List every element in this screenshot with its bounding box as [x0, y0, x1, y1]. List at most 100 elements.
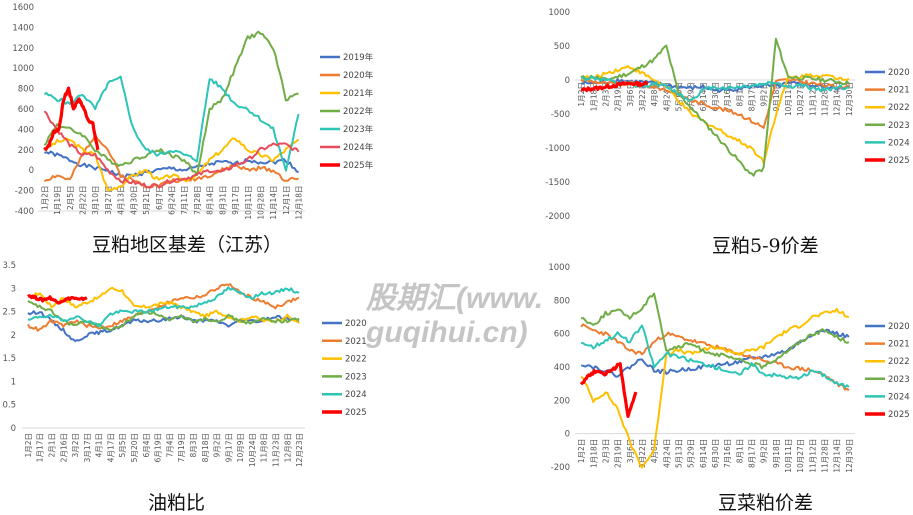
y-tick-label: 3.5 [2, 261, 16, 271]
legend-label: 2025 [888, 410, 910, 420]
y-tick-label: 0 [565, 76, 570, 86]
legend-label: 2022年 [343, 106, 374, 117]
legend-label: 2020 [888, 68, 910, 78]
x-tick-label: 10月11日 [784, 439, 793, 473]
x-tick-label: 12月30日 [845, 82, 854, 116]
series-line-2023 [27, 300, 300, 332]
x-tick-label: 7月19日 [177, 433, 186, 462]
x-tick-label: 2月3日 [601, 439, 610, 464]
series-line-2025年 [43, 86, 100, 151]
y-tick-label: -200 [551, 463, 570, 473]
x-tick-label: 6月19日 [154, 433, 163, 462]
x-tick-label: 10月28日 [257, 186, 266, 220]
x-tick-label: 9月2日 [760, 82, 769, 107]
y-tick-label: 0 [11, 424, 16, 434]
x-tick-label: 7月16日 [723, 439, 732, 468]
x-tick-label: 6月24日 [168, 186, 177, 215]
x-tick-label: 4月24日 [662, 439, 671, 468]
y-tick-label: 1400 [12, 23, 34, 33]
y-tick-label: 0 [565, 430, 570, 440]
series-line-2024 [581, 324, 850, 389]
legend-label: 2024年 [343, 142, 374, 153]
series-line-2023年 [43, 75, 300, 172]
legend-label: 2024 [888, 138, 910, 148]
x-tick-label: 1月2日 [24, 433, 33, 458]
series-line-2020年 [43, 133, 299, 189]
series-line-2025 [580, 80, 649, 93]
y-tick-label: -200 [15, 187, 34, 197]
x-tick-label: 6月14日 [699, 82, 708, 111]
y-tick-label: 1.5 [2, 354, 16, 364]
x-tick-label: 7月16日 [723, 82, 732, 111]
y-tick-label: 400 [554, 363, 570, 373]
y-tick-label: -2000 [545, 212, 570, 222]
x-tick-label: 4月8日 [650, 439, 659, 464]
x-tick-label: 1月2日 [577, 82, 586, 107]
legend-label: 2022 [888, 357, 910, 367]
legend-label: 2022 [345, 355, 367, 365]
x-tick-label: 10月27日 [796, 439, 805, 473]
x-tick-label: 3月17日 [83, 433, 92, 462]
x-tick-label: 11月14日 [269, 186, 278, 220]
x-tick-label: 11月28日 [821, 82, 830, 116]
chart-title-soymeal-spread: 豆粕5-9价差 [712, 235, 819, 257]
x-tick-label: 8月14日 [206, 186, 215, 215]
y-tick-label: 500 [554, 42, 570, 52]
legend-label: 2022 [888, 103, 910, 113]
x-tick-label: 5月21日 [142, 186, 151, 215]
x-tick-label: 3月10日 [91, 186, 100, 215]
x-tick-label: 2月1日 [47, 433, 56, 458]
x-tick-label: 11月8日 [260, 433, 269, 462]
legend-label: 2020 [888, 322, 910, 332]
y-tick-label: 1 [11, 377, 16, 387]
y-tick-label: 1000 [548, 8, 570, 18]
legend-label: 2023年 [343, 124, 374, 135]
chart-title-soymeal-basis: 豆粕地区基差（江苏） [92, 234, 283, 256]
y-tick-label: -1500 [545, 178, 570, 188]
legend-label: 2023 [345, 372, 367, 382]
x-tick-label: 12月14日 [833, 82, 842, 116]
legend-label: 2021 [888, 86, 910, 96]
x-tick-label: 7月28日 [193, 186, 202, 215]
chart-title-soy-rapeseed-spread: 豆菜粕价差 [718, 492, 814, 514]
x-tick-label: 5月13日 [674, 439, 683, 468]
x-tick-label: 11月12日 [808, 82, 817, 116]
y-tick-label: 1000 [548, 263, 570, 273]
x-tick-label: 12月8日 [283, 433, 292, 462]
legend-label: 2019年 [343, 52, 374, 63]
x-tick-label: 3月27日 [104, 186, 113, 215]
x-tick-label: 10月27日 [796, 82, 805, 116]
legend-label: 2025年 [343, 160, 374, 171]
series-line-2023 [580, 37, 850, 177]
x-tick-label: 9月2日 [213, 433, 222, 458]
x-tick-label: 9月18日 [772, 82, 781, 111]
legend-label: 2020 [345, 319, 367, 329]
x-tick-label: 11月23日 [272, 433, 281, 467]
y-tick-label: -500 [551, 110, 570, 120]
x-tick-label: 2月19日 [614, 82, 623, 111]
y-tick-label: 200 [18, 146, 34, 156]
series-line-2019年 [44, 150, 299, 179]
legend-label: 2023 [888, 121, 910, 131]
x-tick-label: 10月9日 [236, 433, 245, 462]
x-tick-label: 8月18日 [201, 433, 210, 462]
y-tick-label: 800 [18, 85, 34, 95]
x-tick-label: 5月13日 [674, 82, 683, 111]
chart-2: 0 0.5 1 1.5 2 2.5 3 3.5 1月2日 1月17日 2月1日 2月16日 3月2日 3月… [2, 261, 366, 467]
watermark: 股期汇(www.guqihui.cn) [366, 282, 544, 349]
x-tick-label: 10月11日 [784, 82, 793, 116]
x-tick-label: 3月6日 [626, 439, 635, 464]
y-tick-label: -400 [15, 207, 34, 217]
legend-label: 2021 [345, 337, 367, 347]
x-tick-label: 5月29日 [687, 439, 696, 468]
x-tick-label: 12月23日 [295, 433, 304, 467]
x-tick-label: 10月24日 [248, 433, 257, 467]
x-tick-label: 1月19日 [53, 186, 62, 215]
y-tick-label: 2.5 [2, 308, 16, 318]
y-tick-label: 600 [554, 330, 570, 340]
x-tick-label: 4月8日 [650, 82, 659, 107]
x-tick-label: 12月14日 [833, 439, 842, 473]
x-tick-label: 4月30日 [129, 186, 138, 215]
x-tick-label: 4月1日 [95, 433, 104, 458]
x-tick-label: 8月1日 [735, 439, 744, 464]
